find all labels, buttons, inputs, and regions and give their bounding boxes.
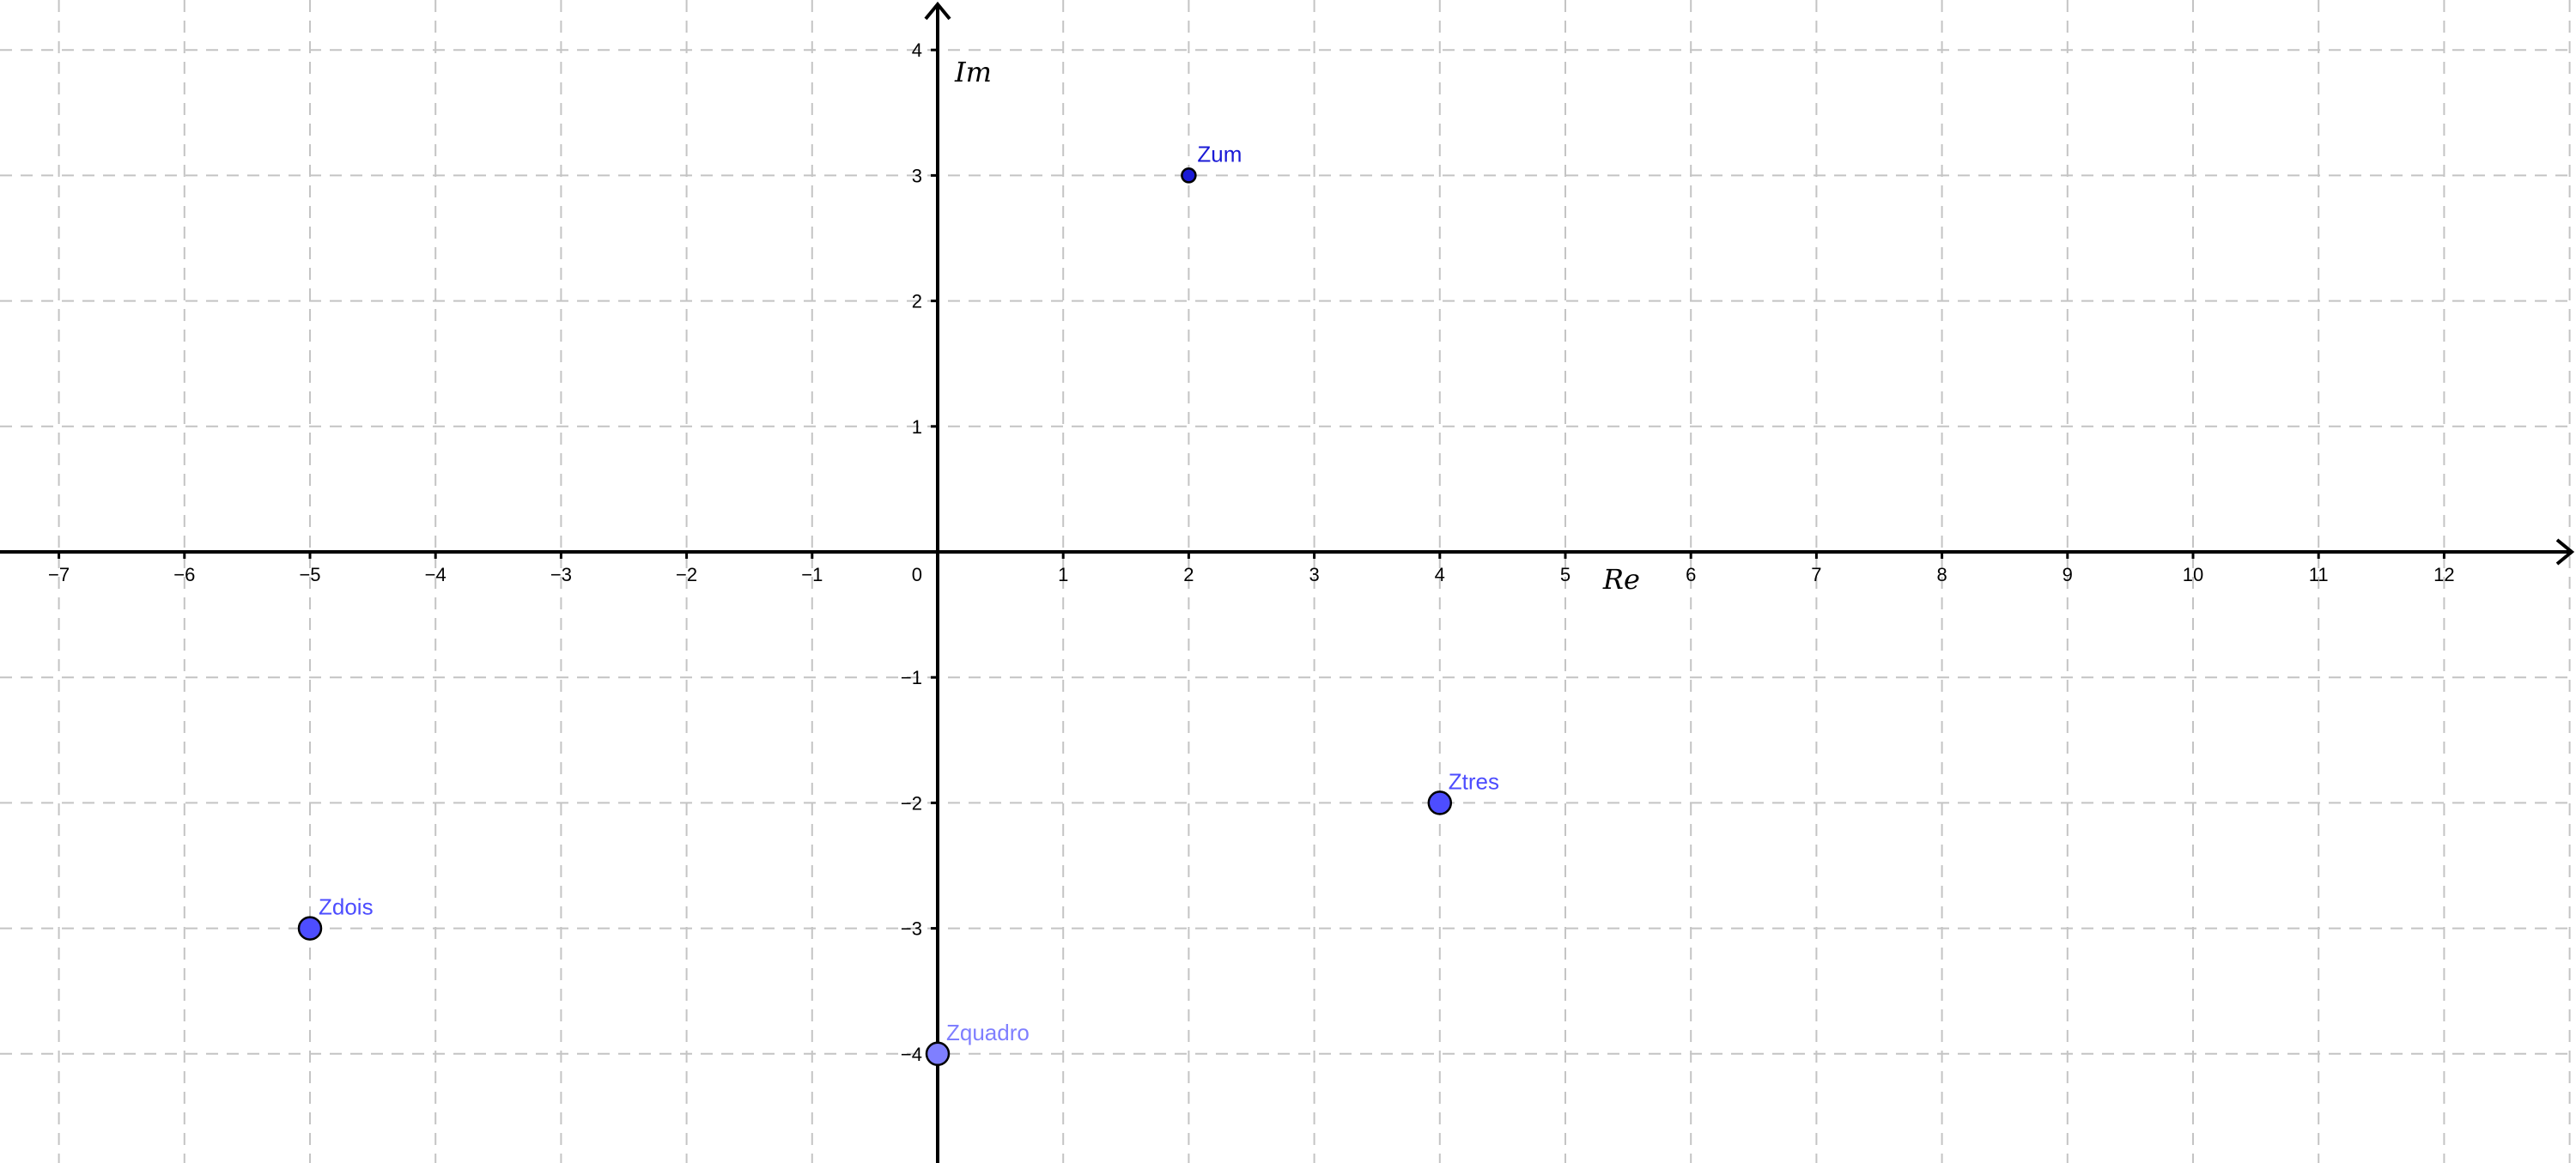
x-tick-label: 4 [1435,564,1445,585]
data-points: Zum Zdois Ztres Zquadro [297,141,1499,1067]
x-tick-label: −1 [801,564,823,585]
x-tick-label: 1 [1058,564,1068,585]
point-label-zum: Zum [1197,141,1242,167]
x-tick-label: −2 [676,564,697,585]
point-label-ztres: Ztres [1449,768,1499,794]
x-axis-arrow [2555,538,2575,566]
y-axis-label: Im [954,56,992,88]
x-tick-label: 3 [1309,564,1319,585]
x-tick-label: 11 [2309,564,2329,585]
x-tick-label: 10 [2183,564,2203,585]
point-zquadro [925,1041,951,1067]
y-tick-label: 3 [912,165,922,186]
origin-label: 0 [912,564,922,585]
point-zum [1181,167,1197,184]
x-tick-label: −6 [173,564,195,585]
x-axis-label: Re [1602,563,1640,596]
x-tick-label: 5 [1560,564,1571,585]
y-tick-label: −4 [901,1044,922,1065]
y-tick-label: 2 [912,291,922,312]
point-zdois [297,916,323,941]
x-tick-label: 2 [1183,564,1194,585]
y-tick-label: −3 [901,918,922,940]
x-tick-label: −4 [425,564,447,585]
x-tick-label: 12 [2433,564,2454,585]
y-axis-arrow [924,1,951,21]
point-label-zdois: Zdois [319,894,374,920]
x-tick-label: −3 [550,564,572,585]
tick-labels: −7 −6 −5 −4 −3 −2 −1 1 2 3 4 5 6 7 8 9 10 11 12−4−3−2−1123… [48,39,2455,1065]
x-tick-label: 7 [1811,564,1821,585]
y-tick-label: −2 [901,792,922,814]
x-tick-label: −7 [48,564,70,585]
x-tick-label: 9 [2063,564,2073,585]
x-tick-label: 6 [1686,564,1696,585]
y-tick-label: 1 [912,416,922,438]
y-tick-label: 4 [912,39,922,61]
x-tick-label: −5 [299,564,320,585]
point-ztres [1427,790,1453,815]
x-tick-label: 8 [1936,564,1947,585]
point-label-zquadro: Zquadro [946,1020,1030,1045]
y-tick-label: −1 [901,667,922,688]
